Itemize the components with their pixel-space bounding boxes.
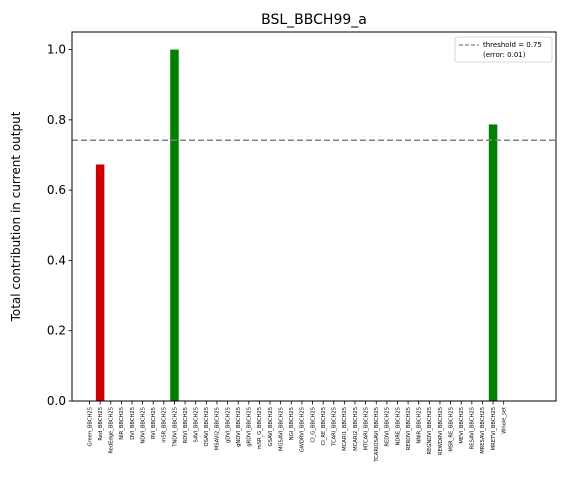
x-tick-label: MSAVI2_BBCH25 [215, 407, 221, 450]
x-tick-label: RVI_BBCH25 [151, 407, 157, 439]
y-ticks-group: 0.0 0.2 0.4 0.6 0.8 1.0 [47, 43, 72, 408]
x-tick-label: RESAVI_BBCH25 [470, 407, 476, 449]
x-tick-label: mSR_G_BBCH25 [257, 407, 263, 449]
x-tick-label: RedEdge_BBCH25 [109, 407, 115, 454]
x-tick-label: GSAVI_BBCH25 [268, 407, 274, 446]
bar-mretvi-bbch25 [488, 124, 498, 401]
x-tick-label: gDVI_BBCH25 [225, 407, 231, 443]
x-tick-label: CI_RE_BBCH25 [321, 407, 327, 445]
y-tick-label: 0.8 [47, 113, 66, 127]
chart-title: BSL_BBCH99_a [261, 12, 367, 28]
bar-tndvi-bbch25 [170, 49, 179, 401]
legend: threshold = 0.75 (error: 0.01) [454, 36, 553, 63]
legend-error-label: (error: 0.01) [483, 51, 526, 59]
y-tick-label: 1.0 [47, 43, 66, 57]
x-tick-label: TNDVI_BBCH25 [172, 407, 178, 448]
x-tick-label: OSAVI_BBCH25 [204, 407, 210, 447]
x-tick-label: RERDVI_BBCH25 [406, 407, 412, 450]
x-tick-label: MEVI_BBCH25 [459, 407, 465, 444]
x-tick-label: REDVI_BBCH25 [385, 407, 391, 447]
x-tick-label: SAVI_BBCH25 [194, 407, 200, 442]
x-tick-label: gNDVI_BBCH25 [236, 407, 242, 447]
x-tick-label: DVI_BBCH25 [130, 407, 136, 440]
bar-red-bbch25 [95, 164, 105, 401]
x-tick-label: MSR_RE_BBCH25 [448, 407, 454, 452]
x-tick-label: Green_BBCH25 [87, 407, 93, 446]
x-tick-label: REWDRVI_BBCH25 [438, 407, 444, 455]
x-tick-label: MCARI2_BBCH25 [353, 407, 359, 451]
y-tick-label: 0.6 [47, 183, 66, 197]
x-tick-label: TCARI_BBCH25 [332, 407, 338, 447]
legend-box [454, 36, 553, 63]
x-tick-label: REGNDVI_BBCH25 [427, 407, 433, 455]
x-tick-label: Whole_set [501, 407, 507, 434]
x-tick-label: mSR_BBCH25 [162, 407, 168, 443]
bars-group [95, 49, 498, 401]
x-tick-label: MGSAVI_BBCH25 [278, 407, 284, 451]
x-tick-label: Red_BBCH25 [98, 407, 104, 441]
plot-frame [71, 31, 557, 402]
legend-threshold-label: threshold = 0.75 [483, 41, 542, 49]
x-tick-label: NDRE_BBCH25 [395, 407, 401, 446]
x-tick-label: TCARIOSAVI_BBCH25 [374, 407, 380, 463]
x-tick-label: GWDRVI_BBCH25 [300, 407, 306, 452]
x-ticks-group: Green_BBCH25 Red_BBCH25 RedEdge_BBCH25 NIR_… [87, 401, 507, 463]
x-tick-label: MCARI1_BBCH25 [342, 407, 348, 451]
x-tick-label: MRETVI_BBCH25 [491, 407, 497, 450]
x-tick-label: MTCARI_BBCH25 [363, 407, 369, 450]
x-tick-label: RDVI_BBCH25 [183, 407, 189, 443]
x-tick-label: NGI_BBCH25 [289, 407, 295, 440]
y-axis-label: Total contribution in current output [9, 111, 23, 322]
x-tick-label: NNIR_BBCH25 [417, 407, 423, 444]
y-tick-label: 0.2 [47, 324, 66, 338]
x-tick-label: NDVI_BBCH25 [140, 407, 146, 444]
x-tick-label: gRDVI_BBCH25 [247, 407, 253, 447]
x-tick-label: MRESAVI_BBCH25 [480, 407, 486, 454]
y-tick-label: 0.4 [47, 253, 66, 267]
x-tick-label: CI_G_BBCH25 [310, 407, 316, 443]
x-tick-label: NIR_BBCH25 [119, 407, 125, 440]
y-tick-label: 0.0 [47, 394, 66, 408]
